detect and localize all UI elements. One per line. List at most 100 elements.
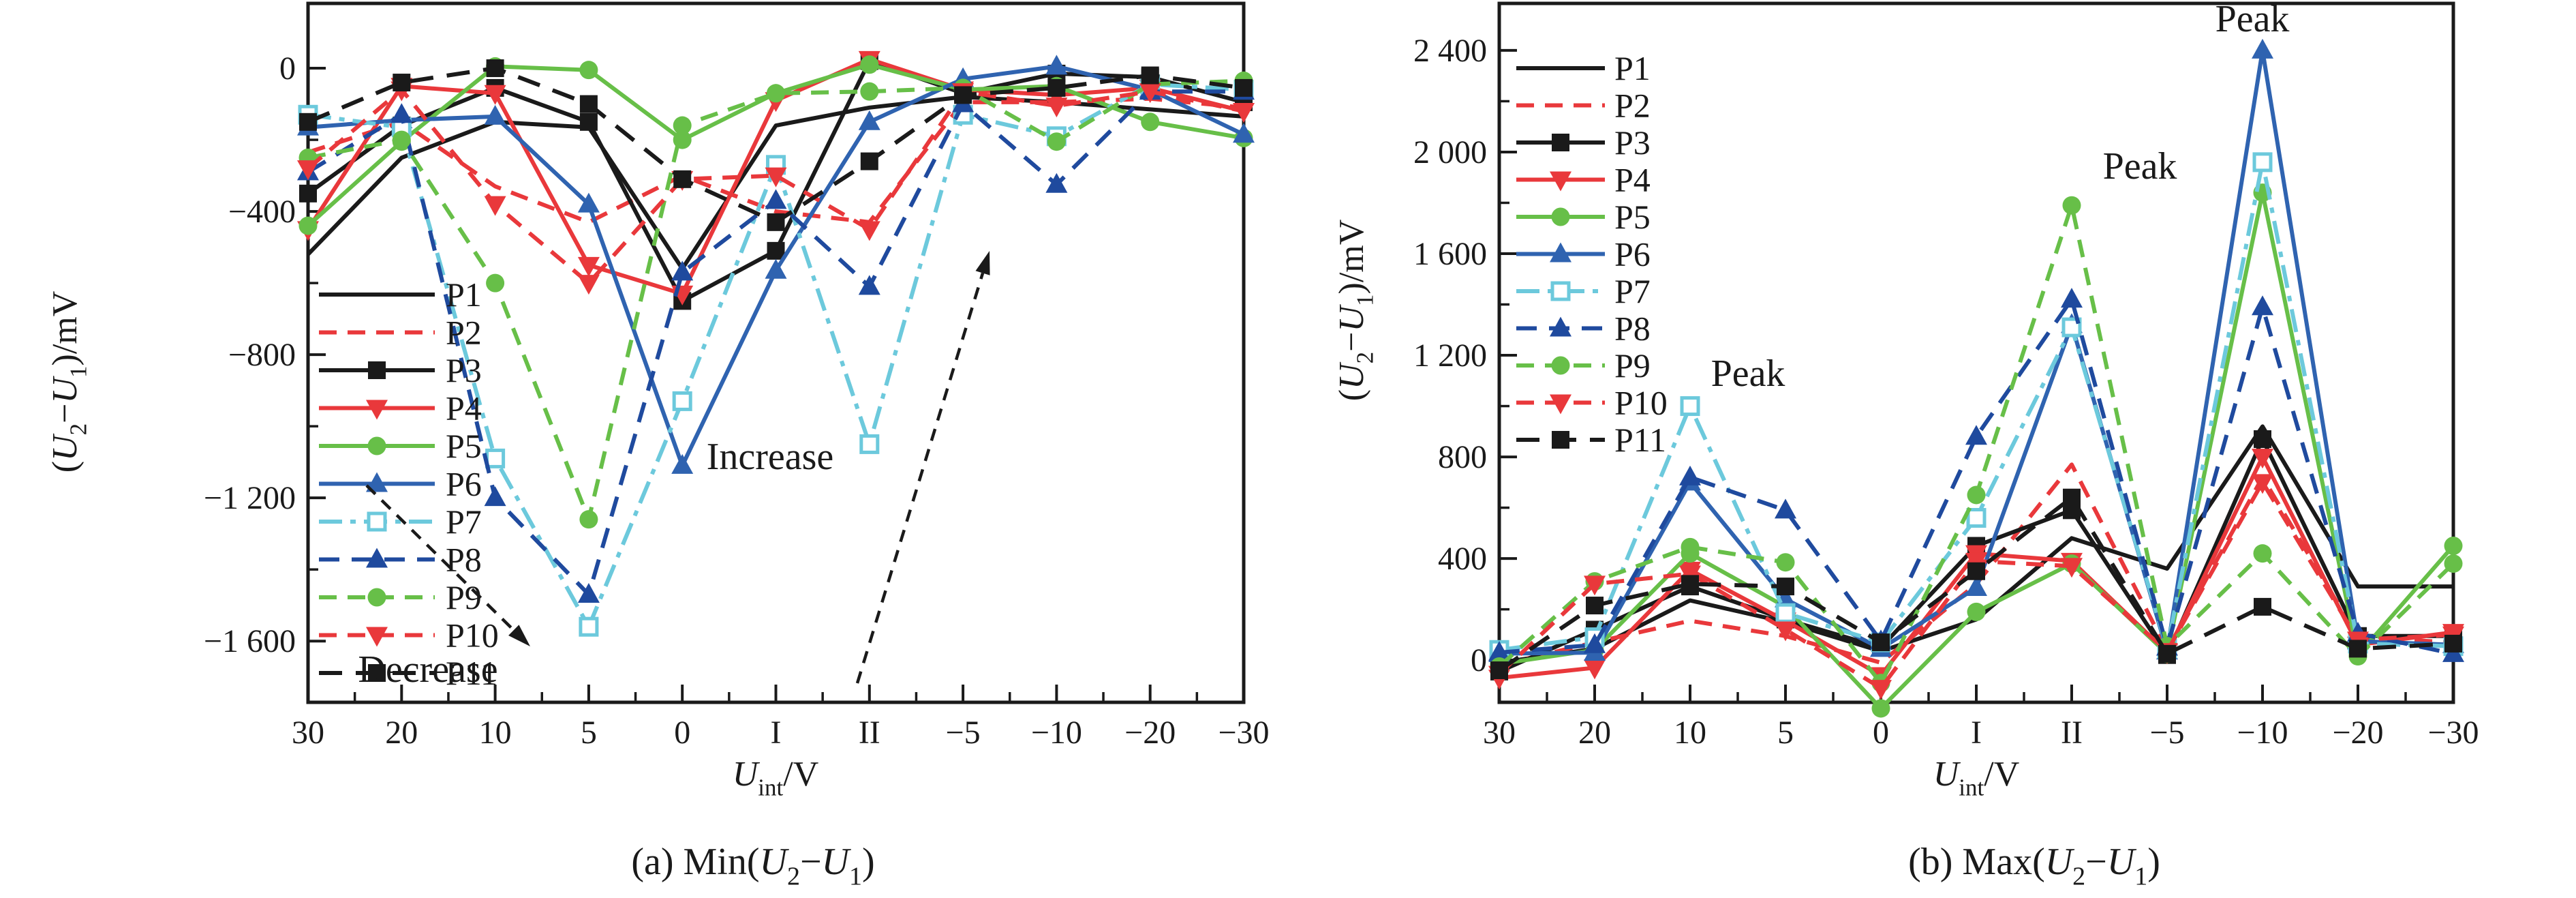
series-P9-marker bbox=[1967, 485, 1986, 505]
legend-marker-P7 bbox=[367, 511, 387, 532]
series-P9-marker bbox=[767, 84, 785, 103]
legend-item-P4: P4 bbox=[319, 389, 482, 428]
series-P9-marker bbox=[2444, 554, 2463, 573]
x-axis-title: Uint/V bbox=[733, 755, 819, 801]
legend-marker-P4 bbox=[1550, 171, 1571, 192]
x-axis-tick-label: 5 bbox=[1777, 715, 1794, 751]
series-P5-marker bbox=[1871, 699, 1890, 718]
x-axis-tick-label: 5 bbox=[581, 715, 597, 751]
legend-item-P1: P1 bbox=[1516, 49, 1651, 87]
legend-marker-P9 bbox=[367, 588, 386, 607]
series-P3-marker bbox=[2254, 430, 2271, 448]
series-P3-marker bbox=[767, 241, 785, 260]
series-P10-marker bbox=[297, 160, 319, 181]
legend-label-P2: P2 bbox=[1614, 87, 1651, 125]
series-P8-marker bbox=[2252, 295, 2273, 316]
legend-item-P7: P7 bbox=[1516, 272, 1651, 310]
series-P11-marker bbox=[1681, 575, 1699, 593]
x-axis-tick-label: 20 bbox=[385, 715, 418, 751]
y-axis-tick-label: 400 bbox=[1438, 541, 1487, 577]
series-P10-marker bbox=[1870, 680, 1892, 700]
annotation-peak-label: Peak bbox=[1711, 353, 1785, 395]
series-P11-marker bbox=[1047, 78, 1066, 97]
series-P5-marker bbox=[673, 130, 692, 149]
series-P6-marker bbox=[1965, 575, 1987, 596]
annotation-peak-label: Peak bbox=[2215, 0, 2290, 40]
legend-item-P11: P11 bbox=[1516, 421, 1666, 459]
annotation-arrow-increase-line bbox=[855, 272, 985, 684]
annotation-label-increase: Increase bbox=[707, 436, 834, 478]
legend-item-P2: P2 bbox=[319, 314, 482, 352]
legend-item-P6: P6 bbox=[319, 465, 482, 503]
series-P11-marker bbox=[1141, 66, 1159, 85]
legend-label-P10: P10 bbox=[446, 616, 499, 655]
x-axis-tick-label: −20 bbox=[2332, 715, 2383, 751]
legend-marker-P3 bbox=[368, 361, 386, 379]
series-P4-marker bbox=[484, 85, 506, 105]
series-P6-marker bbox=[484, 104, 506, 125]
series-P9-marker bbox=[1047, 132, 1066, 151]
legend-marker-P10 bbox=[1550, 394, 1571, 415]
legend-item-P2: P2 bbox=[1516, 87, 1651, 125]
series-P11-marker bbox=[1967, 562, 1985, 580]
x-axis-tick-label: −10 bbox=[2237, 715, 2288, 751]
legend-item-P4: P4 bbox=[1516, 161, 1651, 199]
legend-marker-P11 bbox=[368, 664, 386, 682]
legend-label-P8: P8 bbox=[1614, 310, 1651, 348]
series-P6-marker bbox=[671, 453, 694, 474]
legend-item-P9: P9 bbox=[1516, 346, 1651, 385]
series-P11-marker bbox=[2349, 640, 2367, 658]
legend-item-P3: P3 bbox=[319, 351, 482, 389]
y-axis-tick-label: −1 600 bbox=[204, 623, 296, 659]
series-P3-marker bbox=[299, 184, 317, 203]
legend-item-P9: P9 bbox=[319, 578, 482, 616]
series-P6-marker bbox=[765, 258, 787, 279]
series-P5-marker bbox=[860, 55, 879, 74]
annotation-label-decrease: Decrease bbox=[358, 648, 497, 691]
series-P9-marker bbox=[1776, 553, 1795, 572]
series-P8-marker bbox=[1775, 498, 1796, 519]
series-P6-marker bbox=[858, 110, 880, 130]
series-P9-line bbox=[307, 78, 1244, 522]
y-axis-title: (U2−U1)/mV bbox=[1332, 220, 1379, 402]
y-axis-tick-label: −1 200 bbox=[204, 480, 296, 516]
series-P2-line bbox=[307, 96, 1244, 224]
series-P10-marker bbox=[1584, 575, 1606, 596]
legend-label-P1: P1 bbox=[1614, 49, 1651, 87]
legend-marker-P10 bbox=[366, 627, 388, 647]
x-axis-tick-label: −10 bbox=[1031, 715, 1082, 751]
y-axis-title: (U2−U1)/mV bbox=[46, 291, 92, 473]
series-P11-marker bbox=[954, 86, 972, 104]
legend-label-P4: P4 bbox=[446, 389, 482, 428]
legend-marker-P3 bbox=[1552, 134, 1569, 151]
series-P8-marker bbox=[765, 189, 787, 209]
legend-marker-P6 bbox=[366, 472, 388, 492]
series-P11-marker bbox=[2444, 634, 2462, 653]
series-P5-marker bbox=[2444, 536, 2463, 555]
x-axis-tick-label: −20 bbox=[1124, 715, 1176, 751]
series-P5-marker bbox=[298, 216, 318, 235]
legend-marker-P5 bbox=[1551, 207, 1570, 226]
series-P10-marker bbox=[2061, 558, 2083, 578]
series-P10-marker bbox=[858, 221, 880, 241]
series-P10-marker bbox=[484, 196, 506, 216]
x-axis-tick-label: 10 bbox=[1674, 715, 1706, 751]
legend-label-P6: P6 bbox=[1614, 235, 1651, 273]
x-axis-tick-label: 0 bbox=[674, 715, 690, 751]
series-P7-marker bbox=[1775, 603, 1796, 623]
legend-item-P3: P3 bbox=[1516, 123, 1651, 162]
x-axis-tick-label: −5 bbox=[946, 715, 981, 751]
series-P1-line bbox=[306, 95, 1244, 271]
legend-item-P8: P8 bbox=[319, 541, 482, 579]
legend-item-P5: P5 bbox=[319, 427, 482, 465]
series-P11-marker bbox=[860, 152, 878, 170]
series-P6-marker bbox=[1045, 55, 1068, 75]
y-axis-tick-label: 1 600 bbox=[1413, 236, 1487, 272]
series-P4-marker bbox=[2252, 449, 2273, 469]
series-P8-marker bbox=[1965, 425, 1987, 445]
legend-label-P5: P5 bbox=[446, 427, 482, 465]
legend-item-P1: P1 bbox=[319, 275, 482, 314]
